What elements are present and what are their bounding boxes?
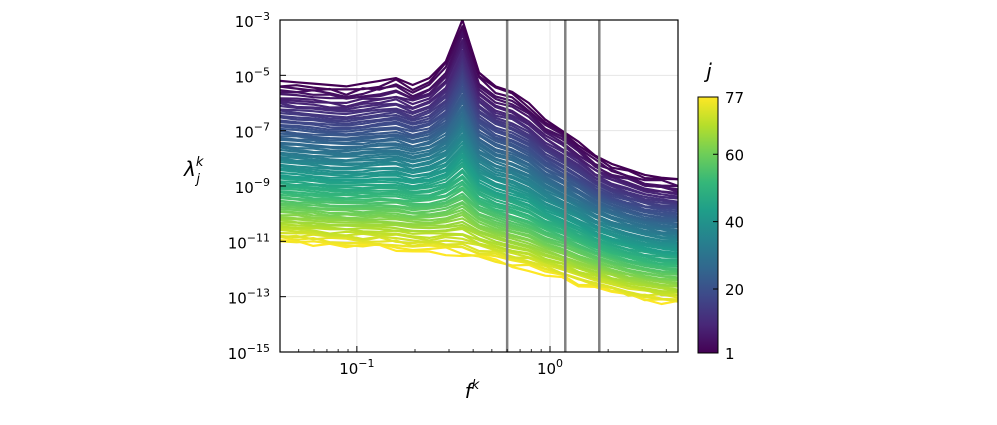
series-line-j8 (280, 44, 678, 196)
x-tick-label: 100 (537, 357, 563, 378)
series-line-j13 (280, 63, 678, 205)
series-line-j42 (280, 153, 678, 252)
y-tick-label: 10−15 (228, 342, 270, 363)
series-line-j70 (280, 227, 678, 295)
series-line-j33 (280, 126, 678, 238)
axis-ticks (279, 19, 667, 353)
series-line-j5 (280, 33, 678, 191)
colorbar-title: j (703, 59, 712, 83)
series-line-j10 (280, 53, 678, 200)
series-lines (280, 20, 678, 306)
series-line-j4 (280, 30, 678, 188)
series-line-j36 (280, 136, 678, 242)
series-line-j18 (280, 79, 678, 213)
series-line-j24 (280, 99, 678, 223)
y-tick-labels: 10−3 10−5 10−7 10−9 10−11 10−13 10−15 (228, 10, 270, 363)
y-tick-label: 10−13 (228, 287, 270, 308)
y-tick-label: 10−5 (235, 65, 270, 86)
series-line-j38 (280, 141, 678, 245)
series-line-j2 (280, 25, 678, 181)
y-tick-label: 10−7 (235, 121, 270, 142)
series-line-j46 (280, 164, 678, 258)
x-tick-label: 10−1 (339, 357, 374, 378)
series-line-j19 (280, 83, 678, 215)
series-line-j32 (280, 123, 678, 236)
series-line-j1 (280, 20, 678, 181)
y-tick-label: 10−3 (235, 10, 270, 31)
series-line-j54 (280, 188, 678, 271)
x-axis-label: fk (465, 378, 480, 403)
series-line-j50 (280, 176, 678, 265)
series-line-j22 (280, 93, 678, 219)
series-line-j60 (280, 205, 678, 280)
colorbar-tick-label: 20 (725, 281, 744, 299)
series-line-j76 (280, 240, 678, 302)
series-line-j53 (280, 186, 678, 268)
series-line-j14 (280, 66, 678, 205)
series-line-j43 (280, 156, 678, 254)
series-line-j59 (280, 202, 678, 279)
series-line-j48 (280, 171, 678, 262)
series-line-j39 (280, 145, 678, 247)
colorbar-ticks: 1 20 40 60 77 (713, 89, 744, 363)
vertical-markers (505, 20, 601, 352)
series-line-j28 (280, 111, 678, 229)
series-line-j62 (280, 210, 678, 282)
series-line-j29 (280, 114, 678, 232)
colorbar-tick-label: 1 (725, 345, 735, 363)
y-tick-label: 10−9 (235, 176, 270, 197)
series-line-j65 (280, 217, 678, 288)
series-line-j25 (280, 101, 678, 225)
colorbar (697, 96, 719, 354)
series-line-j21 (280, 89, 678, 218)
x-tick-labels: 10−1 100 (339, 357, 563, 378)
colorbar-tick-label: 40 (725, 214, 744, 232)
y-tick-label: 10−11 (228, 231, 270, 252)
series-line-j17 (280, 76, 678, 211)
series-line-j16 (280, 73, 678, 209)
series-line-j49 (280, 175, 678, 263)
y-axis-label: λk j (183, 155, 204, 187)
colorbar-tick-label: 60 (725, 146, 744, 164)
colorbar-tick-label: 77 (725, 89, 744, 107)
